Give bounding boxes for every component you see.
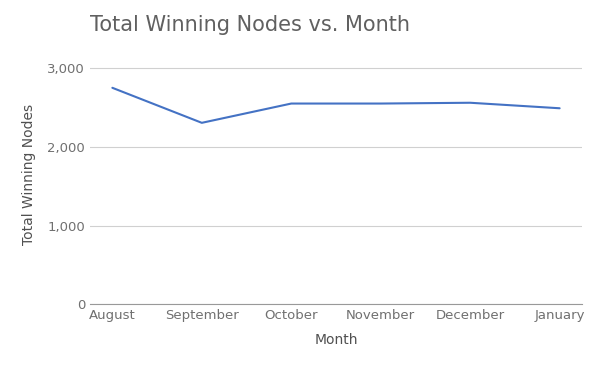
Text: Total Winning Nodes vs. Month: Total Winning Nodes vs. Month: [90, 14, 410, 35]
Y-axis label: Total Winning Nodes: Total Winning Nodes: [22, 104, 36, 245]
X-axis label: Month: Month: [314, 333, 358, 347]
